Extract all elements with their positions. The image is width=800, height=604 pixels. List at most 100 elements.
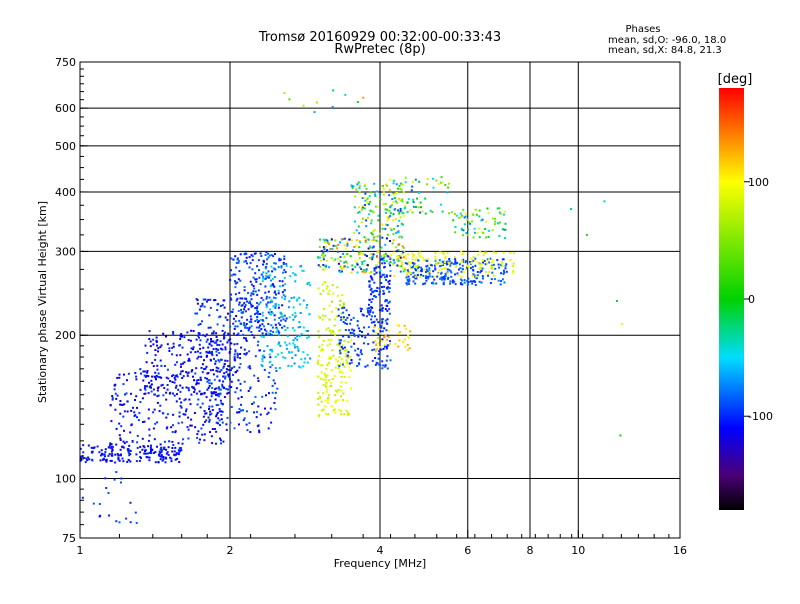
data-point [367,238,370,241]
data-point [342,302,345,305]
data-point [246,262,248,265]
data-point [175,354,178,357]
data-point [402,270,405,273]
data-point [370,222,372,225]
data-point [227,388,230,391]
data-point [350,239,353,242]
data-point [108,453,111,456]
data-point [158,450,161,453]
data-point [502,258,505,261]
data-point [322,256,325,259]
data-point [428,272,431,275]
data-point [356,271,359,274]
data-point [385,279,388,281]
data-point [472,213,475,216]
data-point [343,413,346,415]
data-point [261,323,264,326]
data-point [251,255,254,258]
data-point [154,422,157,425]
data-point [437,182,440,185]
data-point [160,449,163,452]
data-point [470,261,473,264]
data-point [113,478,116,481]
data-point [455,214,458,217]
data-point [338,329,340,332]
data-point [381,286,383,289]
data-point [284,295,287,298]
data-point [115,520,118,523]
data-point [294,274,297,277]
data-point [230,406,233,408]
data-point [179,384,182,387]
data-point [187,339,190,341]
data-point [377,219,380,222]
data-point [266,258,269,261]
data-point [472,259,475,262]
data-point [226,392,229,395]
data-point [360,349,363,352]
data-point [160,364,163,367]
data-point [174,458,177,461]
data-point [201,402,204,405]
data-point [326,374,329,377]
data-point [441,260,444,263]
data-point [285,317,288,320]
data-point [476,271,479,273]
data-point [318,336,321,339]
data-point [464,212,467,215]
data-point [281,280,284,283]
data-point [182,438,185,441]
data-point [358,362,360,365]
data-point [219,424,221,427]
data-point [404,346,407,348]
data-point [340,395,342,398]
data-point [255,410,258,413]
data-point [403,267,406,270]
data-point [256,305,259,308]
data-point [404,176,407,179]
data-point [249,387,252,390]
data-point [277,353,280,356]
data-point [339,299,342,302]
data-point [208,418,211,421]
data-point [398,331,401,333]
data-point [340,316,343,319]
data-point [472,269,475,272]
data-point [467,280,470,283]
data-point [357,327,360,330]
data-point [324,239,327,242]
data-point [157,386,160,389]
data-point [81,496,84,499]
data-point [292,318,295,321]
data-point [159,376,161,379]
data-point [370,287,373,290]
data-point [243,348,246,351]
data-point [302,351,305,354]
data-point [163,446,166,449]
data-point [353,246,356,248]
data-point [438,265,441,268]
data-point [346,262,349,265]
data-point [233,327,236,330]
data-point [244,297,247,300]
data-point [448,260,451,263]
data-point [399,182,402,185]
data-point [167,446,170,449]
data-point [198,441,201,444]
data-point [478,280,481,283]
data-point [368,307,371,310]
data-point [480,219,483,222]
data-point [424,282,426,285]
data-point [283,314,286,317]
data-point [377,353,380,356]
data-point [216,303,219,306]
data-point [381,236,384,239]
data-point [362,218,365,221]
data-point [374,350,377,353]
data-point [157,372,160,375]
data-point [148,386,151,389]
data-point [351,264,354,267]
data-point [444,184,447,186]
data-point [390,229,393,231]
data-point [250,298,253,301]
